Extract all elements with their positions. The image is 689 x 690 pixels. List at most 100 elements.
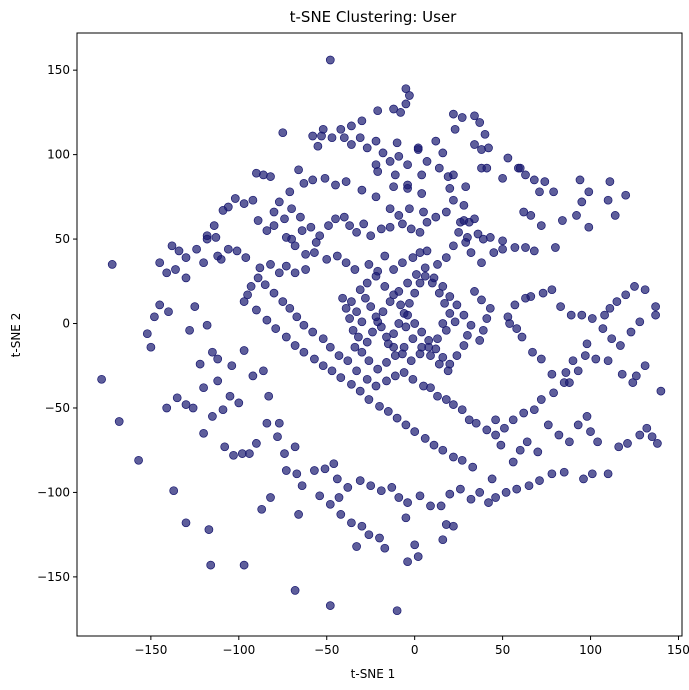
scatter-point [350, 342, 360, 352]
scatter-point [376, 224, 386, 234]
scatter-point [208, 347, 217, 357]
scatter-point [441, 207, 451, 217]
scatter-point [373, 106, 383, 116]
scatter-point [278, 297, 288, 306]
scatter-point [375, 533, 384, 543]
scatter-point [489, 248, 499, 257]
scatter-point [470, 214, 479, 224]
scatter-point [651, 310, 660, 320]
scatter-point [262, 315, 272, 325]
scatter-point [403, 310, 412, 320]
scatter-point [315, 231, 325, 241]
scatter-point [383, 407, 393, 416]
scatter-point [403, 184, 412, 193]
scatter-point [269, 288, 279, 298]
scatter-point [605, 177, 615, 186]
scatter-point [491, 415, 500, 425]
scatter-point [347, 297, 356, 306]
scatter-point [325, 499, 335, 509]
scatter-point [410, 288, 420, 298]
scatter-point [440, 298, 449, 308]
scatter-point [394, 151, 404, 161]
scatter-point [607, 334, 617, 344]
scatter-point [410, 427, 420, 436]
scatter-point [347, 140, 356, 149]
scatter-point [628, 378, 638, 387]
scatter-point [362, 143, 372, 153]
scatter-point [371, 192, 381, 202]
scatter-point [603, 195, 613, 205]
scatter-point [380, 282, 390, 291]
scatter-point [433, 260, 442, 269]
scatter-point [470, 111, 479, 121]
scatter-point [380, 543, 390, 553]
scatter-point [584, 187, 594, 197]
scatter-point [433, 334, 442, 344]
scatter-point [364, 395, 374, 404]
scatter-point [536, 354, 546, 364]
scatter-point [405, 91, 414, 100]
scatter-point [410, 319, 420, 328]
scatter-point [227, 361, 237, 371]
scatter-point [515, 445, 525, 455]
scatter-point [429, 440, 439, 450]
scatter-point [257, 504, 267, 514]
scatter-point [345, 314, 354, 323]
scatter-point [559, 467, 569, 477]
scatter-point [582, 339, 592, 349]
scatter-point [308, 131, 318, 141]
scatter-point [449, 241, 458, 251]
scatter-point [441, 325, 451, 335]
scatter-point [456, 217, 465, 227]
scatter-point [241, 253, 251, 262]
scatter-point [591, 354, 601, 364]
scatter-point [449, 170, 458, 180]
scatter-point [239, 560, 249, 570]
scatter-point [450, 124, 460, 134]
scatter-point [355, 386, 365, 396]
scatter-point [443, 366, 453, 376]
scatter-point [477, 145, 486, 154]
x-tick-label: −150 [134, 643, 167, 657]
scatter-point [355, 133, 365, 143]
scatter-point [364, 260, 374, 269]
scatter-point [362, 278, 372, 288]
scatter-point [579, 474, 588, 484]
scatter-point [357, 347, 367, 357]
scatter-point [477, 295, 486, 305]
scatter-point [510, 300, 520, 310]
scatter-point [573, 366, 583, 376]
scatter-point [390, 371, 400, 381]
scatter-point [503, 153, 513, 163]
scatter-point [647, 432, 657, 442]
scatter-point [459, 341, 469, 350]
scatter-point [473, 229, 483, 239]
scatter-point [290, 241, 300, 251]
y-tick-label: −150 [37, 570, 70, 584]
scatter-point [399, 368, 409, 377]
scatter-point [431, 212, 441, 222]
scatter-point [390, 170, 400, 180]
scatter-point [536, 395, 546, 404]
scatter-point [417, 189, 427, 198]
scatter-point [322, 254, 332, 264]
scatter-point [357, 521, 367, 531]
scatter-point [239, 199, 249, 208]
scatter-point [577, 310, 587, 320]
scatter-point [441, 395, 451, 404]
scatter-point [285, 303, 295, 313]
scatter-point [529, 405, 539, 415]
scatter-point [526, 211, 536, 220]
y-tick-label: 50 [55, 232, 70, 246]
scatter-point [146, 342, 156, 352]
scatter-point [252, 305, 261, 315]
scatter-point [410, 540, 420, 550]
scatter-point [498, 244, 507, 254]
scatter-point [253, 273, 263, 283]
scatter-point [281, 261, 291, 271]
scatter-point [162, 403, 172, 413]
scatter-point [211, 233, 221, 242]
scatter-point [355, 285, 365, 295]
scatter-point [373, 317, 383, 327]
scatter-point [543, 420, 553, 430]
